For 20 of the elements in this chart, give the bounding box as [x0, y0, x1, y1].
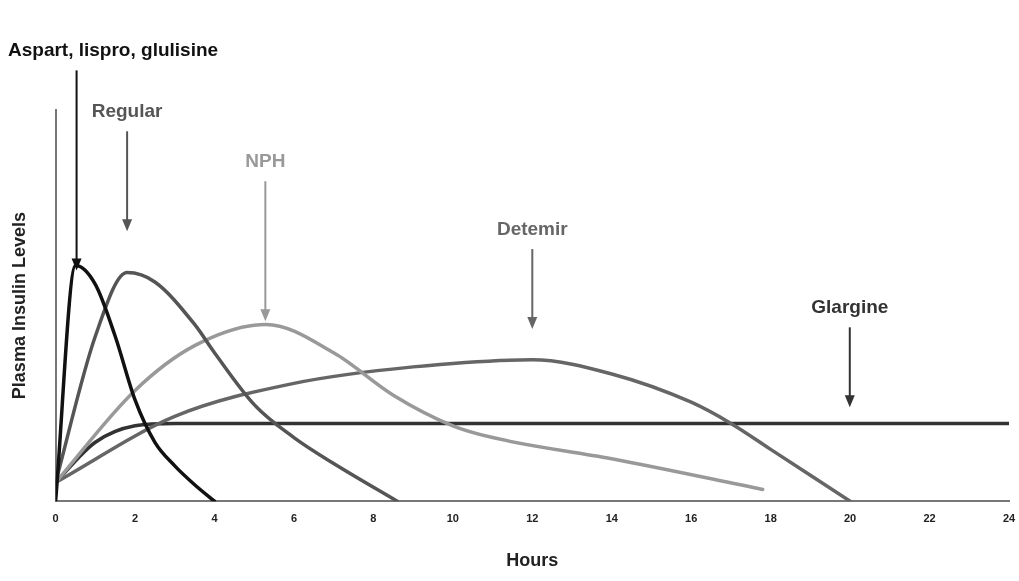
x-tick-label: 22: [923, 511, 936, 524]
x-tick-label: 12: [526, 511, 539, 524]
x-tick-label: 10: [446, 511, 459, 524]
text: Aspart, lispro, glulisine: [7, 39, 219, 61]
text: Regular: [91, 100, 164, 122]
x-tick-label: 2: [131, 511, 139, 524]
y-axis-title: Plasma Insulin Levels: [8, 212, 29, 400]
text: Detemir: [496, 217, 569, 239]
x-tick-label: 0: [52, 511, 59, 524]
x-tick-label: 20: [843, 511, 857, 524]
x-tick-label: 8: [370, 511, 377, 524]
x-axis-title: Hours: [506, 550, 559, 571]
x-tick-label: 14: [605, 511, 619, 524]
x-tick-label: 6: [290, 511, 298, 524]
x-tick-label: 4: [211, 511, 219, 524]
text: NPH: [245, 149, 286, 171]
x-tick-label: 16: [685, 511, 698, 524]
x-tick-label: 24: [1002, 511, 1016, 524]
annotation: Glargine: [811, 296, 889, 318]
x-tick-label: 18: [764, 511, 777, 524]
